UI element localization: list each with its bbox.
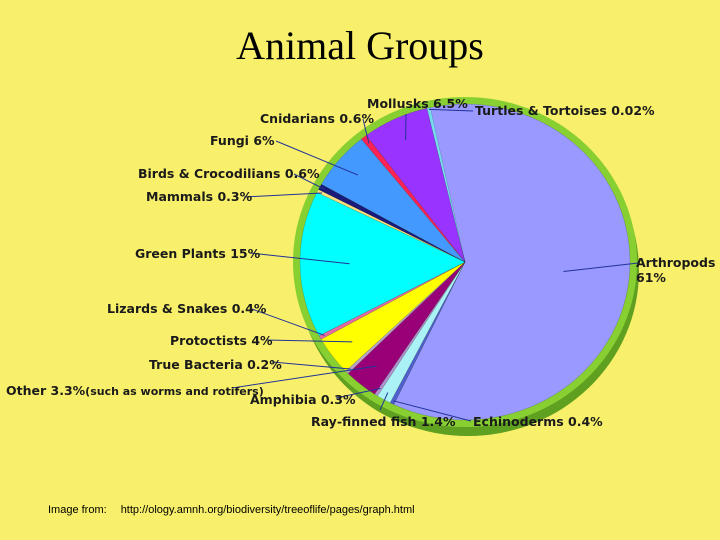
label-protoctists: Protoctists 4% [170,333,273,348]
slice-green-plants [299,192,466,337]
label-green-plants: Green Plants 15% [135,246,261,261]
label-cnidarians: Cnidarians 0.6% [260,111,374,126]
label-name-mollusks: Mollusks [367,96,433,111]
value-echinoderms: 0.4% [568,414,603,429]
leader-fungi [275,140,359,176]
chart-title: Animal Groups [236,23,484,68]
value-true-bacteria: 0.2% [247,357,282,372]
label-ray-finned-fish: Ray-finned fish 1.4% [311,414,456,429]
value-cnidarians: 0.6% [339,111,374,126]
slice-mammals [316,189,466,263]
slice-ray-finned-fish [377,261,466,404]
label-name-other: Other [6,383,51,398]
label-name-birds-and-crocodilians: Birds & Crocodilians [138,166,285,181]
label-true-bacteria: True Bacteria 0.2% [149,357,282,372]
label-fungi: Fungi 6% [210,133,275,148]
leader-lizards-and-snakes [251,308,325,336]
label-amphibia: Amphibia 0.3% [250,392,356,407]
label-name-fungi: Fungi [210,133,253,148]
label-mammals: Mammals 0.3% [146,189,253,204]
slice-amphibia [374,261,466,397]
leader-green-plants [249,252,350,265]
label-name-turtles-and-tortoises: Turtles & Tortoises [475,103,611,118]
leader-protoctists [265,339,353,343]
note-other: (such as worms and rotifers) [85,385,264,398]
label-name-green-plants: Green Plants [135,246,230,261]
label-other: Other 3.3%(such as worms and rotifers) [6,383,264,398]
leader-mammals [243,192,323,198]
credit-url: http://ology.amnh.org/biodiversity/treeo… [120,504,415,516]
value-mollusks: 6.5% [433,96,468,111]
slice-arthropods [393,103,631,421]
label-name-protoctists: Protoctists [170,333,251,348]
value-turtles-and-tortoises: 0.02% [611,103,655,118]
slice-echinoderms [389,261,466,405]
label-name-true-bacteria: True Bacteria [149,357,247,372]
value-lizards-and-snakes: 0.4% [232,301,267,316]
label-name-echinoderms: Echinoderms [473,414,568,429]
slice-turtles-and-tortoises [426,107,466,263]
label-turtles-and-tortoises: Turtles & Tortoises 0.02% [475,103,655,118]
leader-echinoderms [393,400,472,422]
value-fungi: 6% [253,133,275,148]
value-arthropods: 61% [636,270,666,285]
slice-fungi [321,138,466,263]
leader-lines [231,108,639,422]
label-mollusks: Mollusks 6.5% [367,96,468,111]
value-birds-and-crocodilians: 0.6% [285,166,320,181]
leader-turtles-and-tortoises [428,108,474,112]
leader-birds-and-crocodilians [293,173,325,190]
leader-cnidarians [362,118,370,144]
leader-amphibia [335,387,381,399]
slice-cnidarians [361,135,466,263]
label-name-lizards-and-snakes: Lizards & Snakes [107,301,232,316]
value-ray-finned-fish: 1.4% [421,414,456,429]
slice-mollusks [365,107,466,263]
label-lizards-and-snakes: Lizards & Snakes 0.4% [107,301,267,316]
value-amphibia: 0.3% [321,392,356,407]
label-echinoderms: Echinoderms 0.4% [473,414,603,429]
leader-ray-finned-fish [379,392,389,411]
credit-prefix: Image from: [48,504,107,516]
leader-arthropods [563,262,639,272]
label-name-ray-finned-fish: Ray-finned fish [311,414,421,429]
leader-true-bacteria [271,361,351,370]
value-green-plants: 15% [230,246,260,261]
label-name-cnidarians: Cnidarians [260,111,339,126]
image-credit: Image from: http://ology.amnh.org/biodive… [48,504,415,516]
label-arthropods: Arthropods [636,255,715,270]
label-name-mammals: Mammals [146,189,217,204]
label-birds-and-crocodilians: Birds & Crocodilians 0.6% [138,166,320,181]
label-name-amphibia: Amphibia [250,392,321,407]
pie-slices [299,103,631,421]
slice-lizards-and-snakes [318,261,466,340]
leader-other [231,365,377,389]
value-mammals: 0.3% [217,189,252,204]
slice-other [347,261,466,395]
value-other: 3.3% [51,383,86,398]
value-protoctists: 4% [251,333,273,348]
